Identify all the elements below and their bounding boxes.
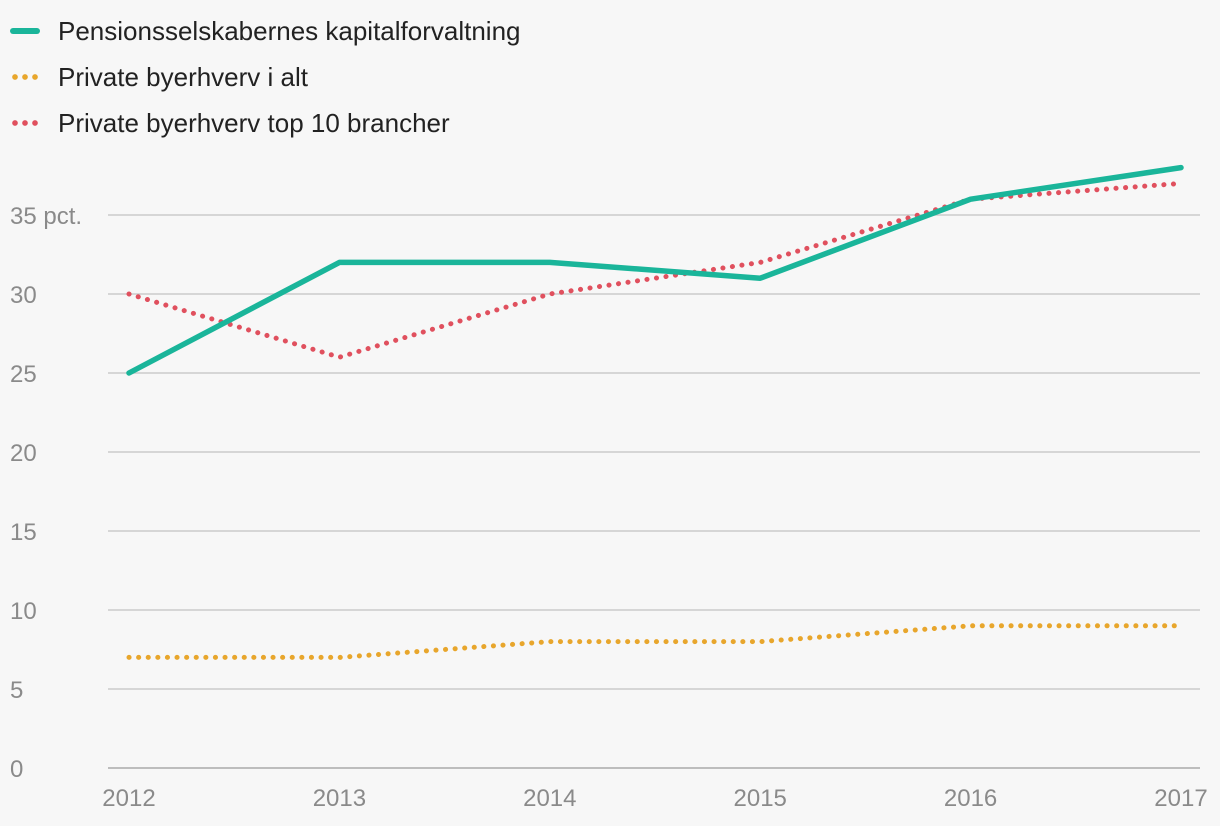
series-line (126, 164, 1184, 376)
x-tick-label: 2013 (313, 785, 366, 812)
series-line (126, 180, 1184, 360)
y-tick-label: 0 (10, 756, 23, 783)
y-tick-label: 35 pct. (10, 203, 82, 230)
legend: Pensionsselskabernes kapitalforvaltning … (10, 8, 521, 146)
legend-swatch-pension (10, 28, 40, 34)
legend-label-private-total: Private byerhverv i alt (58, 61, 308, 92)
y-tick-label: 30 (10, 282, 37, 309)
legend-item-private-total: Private byerhverv i alt (10, 54, 521, 100)
x-tick-label: 2017 (1154, 785, 1207, 812)
x-tick-label: 2014 (523, 785, 576, 812)
legend-swatch-private-top10 (10, 120, 40, 126)
y-tick-label: 15 (10, 519, 37, 546)
legend-swatch-private-total (10, 74, 40, 80)
legend-item-private-top10: Private byerhverv top 10 brancher (10, 100, 521, 146)
y-tick-label: 25 (10, 361, 37, 388)
legend-label-private-top10: Private byerhverv top 10 brancher (58, 107, 450, 138)
x-tick-label: 2015 (734, 785, 787, 812)
y-tick-label: 10 (10, 598, 37, 625)
y-tick-label: 5 (10, 677, 23, 704)
legend-label-pension: Pensionsselskabernes kapitalforvaltning (58, 15, 521, 46)
legend-item-pension: Pensionsselskabernes kapitalforvaltning (10, 8, 521, 54)
series-line (126, 623, 1184, 660)
x-tick-label: 2012 (102, 785, 155, 812)
x-tick-label: 2016 (944, 785, 997, 812)
y-tick-label: 20 (10, 440, 37, 467)
